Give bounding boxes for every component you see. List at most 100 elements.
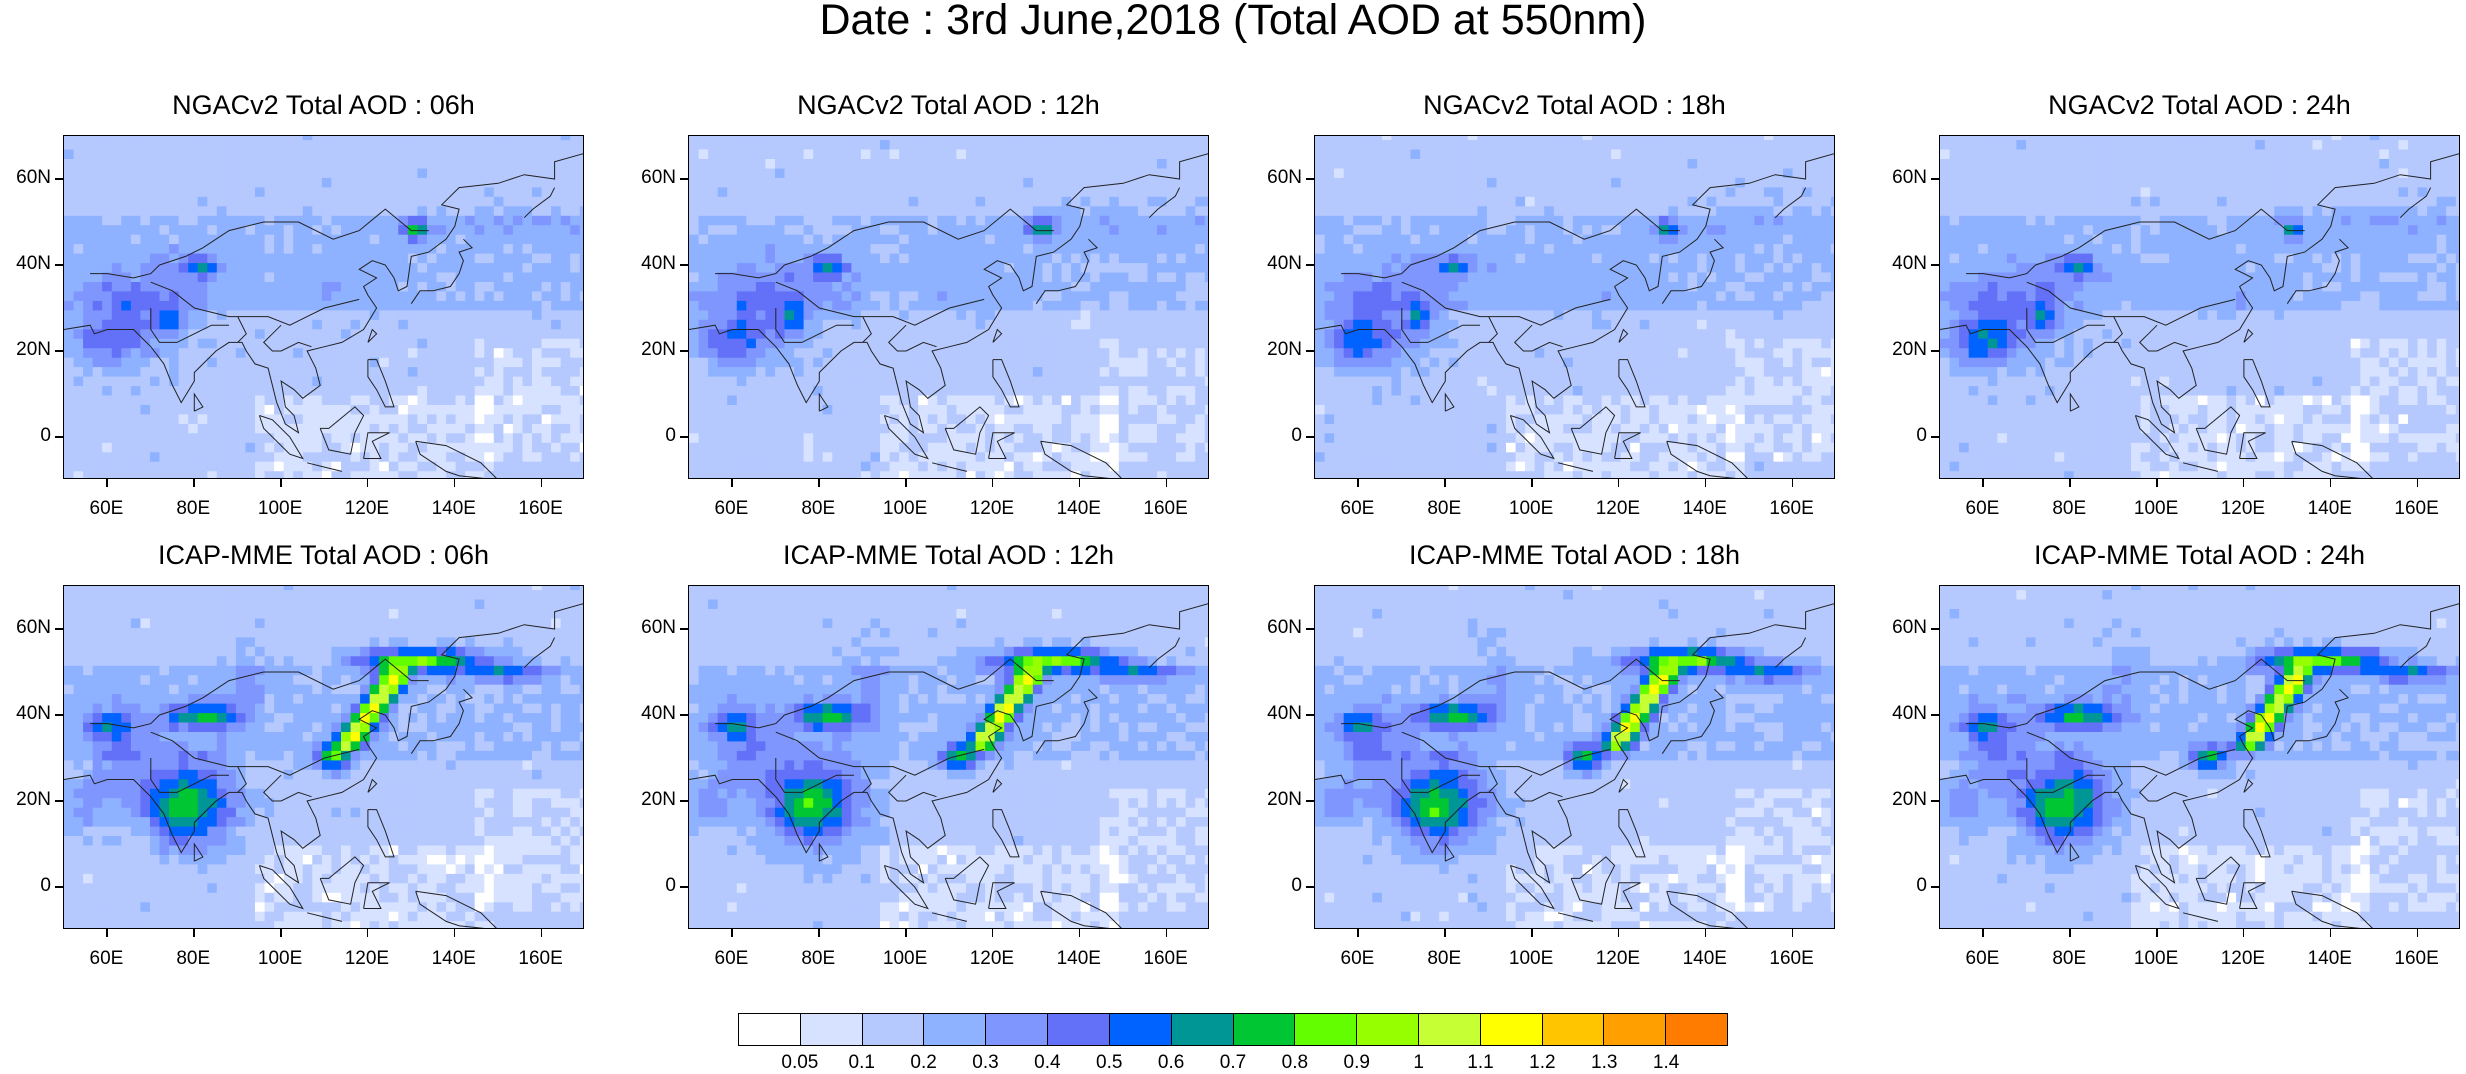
aod-grid-cell <box>1052 158 1062 168</box>
aod-grid-cell <box>580 291 584 301</box>
aod-grid-cell <box>1023 158 1033 168</box>
aod-grid-cell <box>226 329 236 339</box>
aod-grid-cell <box>1363 471 1373 480</box>
aod-grid-cell <box>909 262 919 272</box>
aod-grid-cell <box>1449 253 1459 263</box>
aod-grid-cell <box>112 244 122 254</box>
aod-grid-cell <box>976 376 986 386</box>
aod-grid-cell <box>832 329 842 339</box>
aod-grid-cell <box>379 196 389 206</box>
aod-grid-cell <box>928 433 938 443</box>
aod-grid-cell <box>765 139 775 149</box>
aod-grid-cell <box>947 136 957 140</box>
aod-grid-cell <box>1506 291 1516 301</box>
aod-grid-cell <box>503 319 513 329</box>
aod-grid-cell <box>756 385 766 395</box>
aod-grid-cell <box>246 319 256 329</box>
aod-grid-cell <box>746 329 756 339</box>
aod-grid-cell <box>265 348 275 358</box>
map-panel <box>688 135 1209 479</box>
aod-grid-cell <box>708 244 718 254</box>
aod-grid-cell <box>1506 139 1516 149</box>
aod-grid-cell <box>842 187 852 197</box>
aod-grid-cell <box>785 423 795 433</box>
aod-grid-cell <box>1023 348 1033 358</box>
aod-grid-cell <box>246 291 256 301</box>
aod-grid-cell <box>1525 196 1535 206</box>
aod-grid-cell <box>93 414 103 424</box>
aod-grid-cell <box>1186 291 1196 301</box>
aod-grid-cell <box>1148 272 1158 282</box>
aod-grid-cell <box>427 177 437 187</box>
aod-grid-cell <box>551 215 561 225</box>
aod-grid-cell <box>899 376 909 386</box>
aod-grid-cell <box>890 300 900 310</box>
aod-grid-cell <box>532 281 542 291</box>
aod-grid-cell <box>475 385 485 395</box>
aod-grid-cell <box>1525 348 1535 358</box>
aod-grid-cell <box>775 244 785 254</box>
aod-grid-cell <box>1458 376 1468 386</box>
aod-grid-cell <box>765 471 775 480</box>
aod-grid-cell <box>1353 461 1363 471</box>
aod-grid-cell <box>1176 253 1186 263</box>
aod-grid-cell <box>484 367 494 377</box>
aod-grid-cell <box>737 385 747 395</box>
aod-grid-cell <box>83 395 93 405</box>
aod-grid-cell <box>370 139 380 149</box>
aod-grid-cell <box>928 196 938 206</box>
aod-grid-cell <box>976 149 986 159</box>
aod-grid-cell <box>312 187 322 197</box>
aod-grid-cell <box>179 348 189 358</box>
aod-grid-cell <box>551 139 561 149</box>
aod-grid-cell <box>160 136 170 140</box>
aod-grid-cell <box>1033 348 1043 358</box>
aod-grid-cell <box>74 262 84 272</box>
aod-grid-cell <box>947 376 957 386</box>
aod-grid-cell <box>83 149 93 159</box>
aod-grid-cell <box>226 149 236 159</box>
aod-grid-cell <box>312 234 322 244</box>
aod-grid-cell <box>1506 367 1516 377</box>
aod-grid-cell <box>1205 234 1209 244</box>
aod-grid-cell <box>561 136 571 140</box>
aod-grid-cell <box>804 187 814 197</box>
aod-grid-cell <box>1109 136 1119 140</box>
aod-grid-cell <box>437 376 447 386</box>
aod-grid-cell <box>542 272 552 282</box>
aod-grid-cell <box>1176 234 1186 244</box>
aod-grid-cell <box>947 452 957 462</box>
aod-grid-cell <box>918 234 928 244</box>
aod-grid-cell <box>1138 300 1148 310</box>
aod-grid-cell <box>140 300 150 310</box>
aod-grid-cell <box>775 149 785 159</box>
aod-grid-cell <box>226 300 236 310</box>
aod-grid-cell <box>1033 244 1043 254</box>
aod-grid-cell <box>699 291 709 301</box>
aod-grid-cell <box>909 215 919 225</box>
aod-grid-cell <box>1195 168 1205 178</box>
aod-grid-cell <box>1062 357 1072 367</box>
aod-grid-cell <box>150 225 160 235</box>
aod-grid-cell <box>456 187 466 197</box>
aod-grid-cell <box>217 244 227 254</box>
aod-grid-cell <box>475 234 485 244</box>
aod-grid-cell <box>417 414 427 424</box>
aod-grid-cell <box>928 158 938 168</box>
aod-grid-cell <box>1497 367 1507 377</box>
aod-grid-cell <box>861 433 871 443</box>
aod-grid-cell <box>1487 158 1497 168</box>
aod-grid-cell <box>217 262 227 272</box>
aod-grid-cell <box>1325 215 1335 225</box>
aod-grid-cell <box>861 244 871 254</box>
aod-grid-cell <box>580 244 584 254</box>
aod-grid-cell <box>74 225 84 235</box>
aod-grid-cell <box>832 385 842 395</box>
aod-grid-cell <box>880 158 890 168</box>
aod-grid-cell <box>570 149 580 159</box>
aod-grid-cell <box>293 262 303 272</box>
aod-grid-cell <box>746 461 756 471</box>
aod-grid-cell <box>112 423 122 433</box>
aod-grid-cell <box>1411 338 1421 348</box>
aod-grid-cell <box>236 215 246 225</box>
